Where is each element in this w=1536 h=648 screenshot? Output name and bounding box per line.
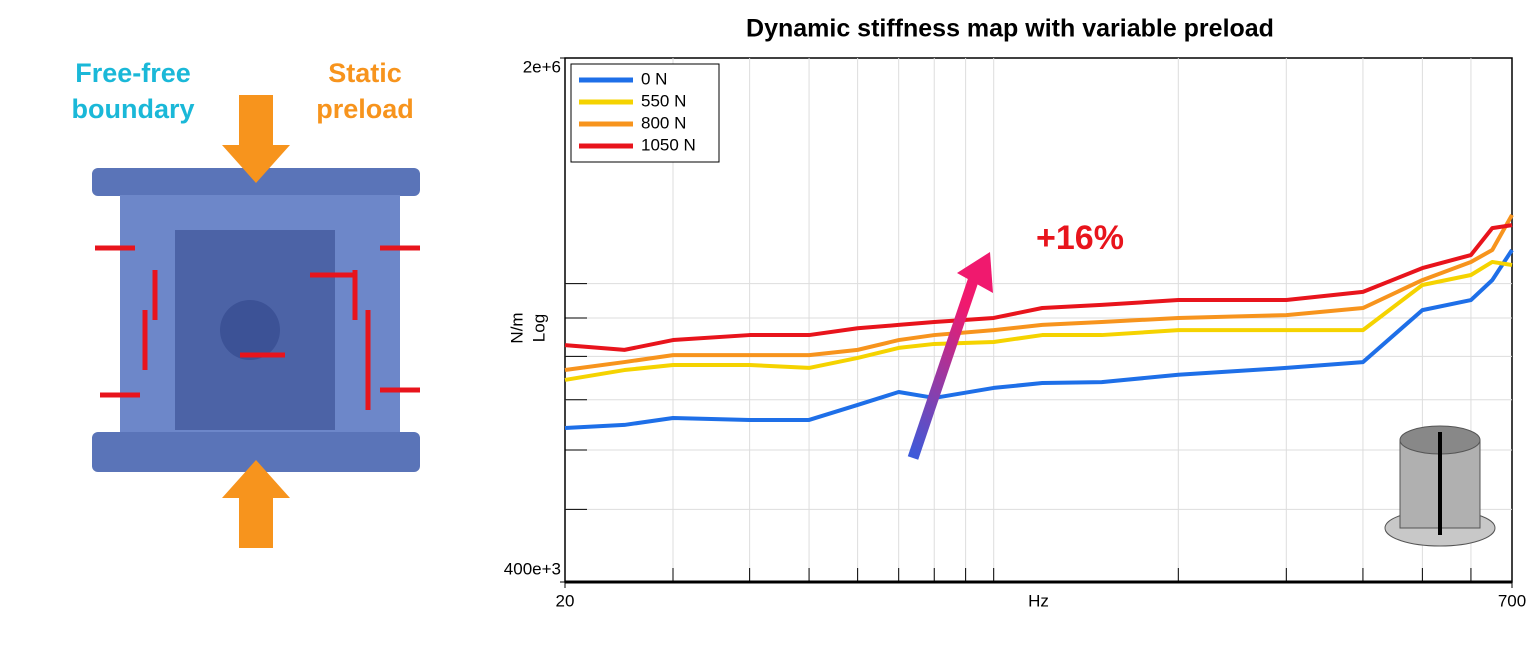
arrow <box>222 460 290 548</box>
annotation-bg <box>1020 218 1140 260</box>
label: Static <box>328 58 402 88</box>
y-tick-label: 400e+3 <box>504 559 561 578</box>
x-tick-label: 700 <box>1498 591 1526 610</box>
trend-arrow <box>907 273 981 460</box>
bolt <box>220 300 280 360</box>
series-line <box>564 223 1513 352</box>
series-line <box>564 248 1514 430</box>
plot-area <box>564 57 1513 583</box>
force-arrows <box>95 245 420 410</box>
label: Free-free <box>75 58 191 88</box>
label: boundary <box>71 94 194 124</box>
x-axis-label: Hz <box>1028 591 1049 610</box>
arrow <box>222 95 290 183</box>
y-axis-label: N/m <box>507 312 526 343</box>
legend-label: 550 N <box>641 91 686 110</box>
x-tick-label: 20 <box>556 591 575 610</box>
y-axis-label: Log <box>529 314 548 342</box>
legend-label: 0 N <box>641 69 667 88</box>
series-line <box>564 259 1513 382</box>
chart-title: Dynamic stiffness map with variable prel… <box>746 15 1274 43</box>
series-line <box>564 213 1514 373</box>
trend-arrowhead <box>957 252 993 293</box>
label: preload <box>316 94 414 124</box>
chart: 20 700 400e+3 2e+6 Hz N/m Log 0 N 550 N 800 N 1050… <box>504 57 1526 610</box>
inset <box>1384 425 1496 547</box>
legend-label: 1050 N <box>641 135 696 154</box>
y-tick-label: 2e+6 <box>523 57 561 76</box>
plate <box>92 432 420 472</box>
annotation: +16% <box>1036 219 1124 257</box>
illustration: Free-free boundary Static preload <box>71 58 420 548</box>
legend-label: 800 N <box>641 113 686 132</box>
